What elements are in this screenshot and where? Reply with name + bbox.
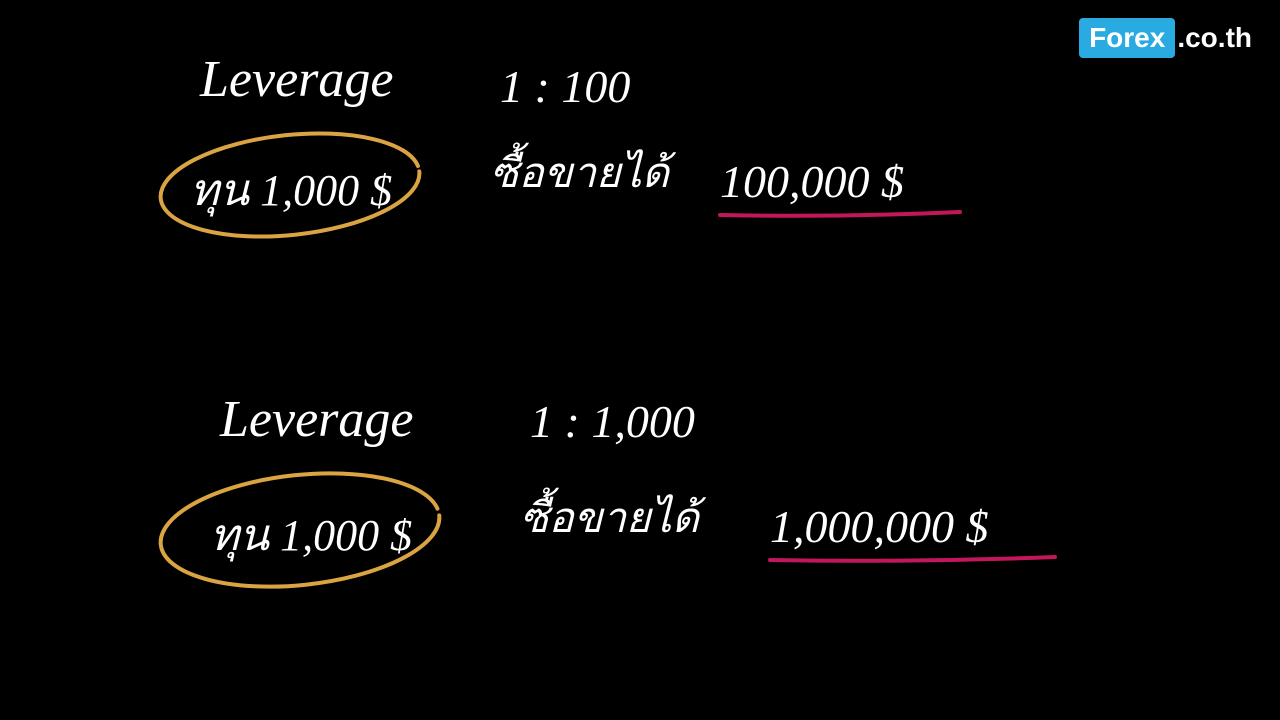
trade-amount-2: 1,000,000 $ xyxy=(770,500,989,553)
leverage-ratio-1: 1 : 100 xyxy=(500,60,630,113)
leverage-title-1: Leverage xyxy=(200,50,393,109)
capital-amount-1: ทุน 1,000 $ xyxy=(190,155,392,225)
leverage-title-2: Leverage xyxy=(220,390,413,449)
capital-amount-2: ทุน 1,000 $ xyxy=(210,500,412,570)
thai-label-2: ซื้อขายได้ xyxy=(520,485,699,551)
thai-label-1: ซื้อขายได้ xyxy=(490,140,669,206)
annotation-canvas xyxy=(0,0,1280,720)
trade-amount-1: 100,000 $ xyxy=(720,155,904,208)
leverage-ratio-2: 1 : 1,000 xyxy=(530,395,695,448)
